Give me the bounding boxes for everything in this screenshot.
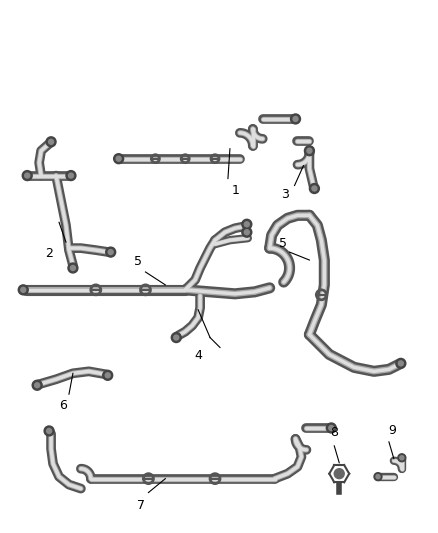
Circle shape: [334, 469, 344, 479]
Circle shape: [312, 186, 317, 191]
Circle shape: [68, 173, 74, 178]
Circle shape: [21, 287, 26, 292]
Circle shape: [49, 139, 53, 144]
Circle shape: [66, 171, 76, 181]
Circle shape: [114, 154, 124, 164]
Circle shape: [105, 373, 110, 378]
Circle shape: [309, 183, 319, 193]
Circle shape: [326, 423, 336, 433]
Text: 7: 7: [137, 498, 145, 512]
Circle shape: [398, 361, 403, 366]
Circle shape: [46, 429, 52, 433]
Circle shape: [44, 426, 54, 436]
Text: 8: 8: [330, 426, 338, 439]
Circle shape: [171, 333, 181, 343]
Circle shape: [116, 156, 121, 161]
Text: 1: 1: [232, 183, 240, 197]
Circle shape: [290, 114, 300, 124]
Circle shape: [35, 383, 40, 387]
Circle shape: [244, 230, 249, 235]
Circle shape: [25, 173, 30, 178]
Text: 2: 2: [45, 247, 53, 260]
Circle shape: [71, 265, 75, 270]
Circle shape: [304, 146, 314, 156]
Circle shape: [174, 335, 179, 340]
Text: 9: 9: [388, 424, 396, 437]
Text: 5: 5: [279, 237, 286, 250]
Circle shape: [244, 222, 249, 227]
Circle shape: [242, 219, 252, 229]
Circle shape: [242, 227, 252, 237]
Circle shape: [398, 454, 406, 462]
Circle shape: [103, 370, 113, 380]
Circle shape: [307, 148, 312, 153]
Text: 6: 6: [59, 399, 67, 412]
Circle shape: [46, 137, 56, 147]
Text: 3: 3: [281, 189, 289, 201]
Text: 4: 4: [194, 350, 202, 362]
Circle shape: [374, 473, 382, 481]
Circle shape: [106, 247, 116, 257]
Circle shape: [68, 263, 78, 273]
Circle shape: [376, 475, 380, 479]
Circle shape: [396, 358, 406, 368]
Circle shape: [293, 116, 298, 122]
Text: 5: 5: [134, 255, 141, 268]
Circle shape: [108, 249, 113, 255]
Circle shape: [18, 285, 28, 295]
Circle shape: [329, 425, 334, 431]
Circle shape: [32, 380, 42, 390]
Circle shape: [22, 171, 32, 181]
Circle shape: [400, 456, 404, 460]
